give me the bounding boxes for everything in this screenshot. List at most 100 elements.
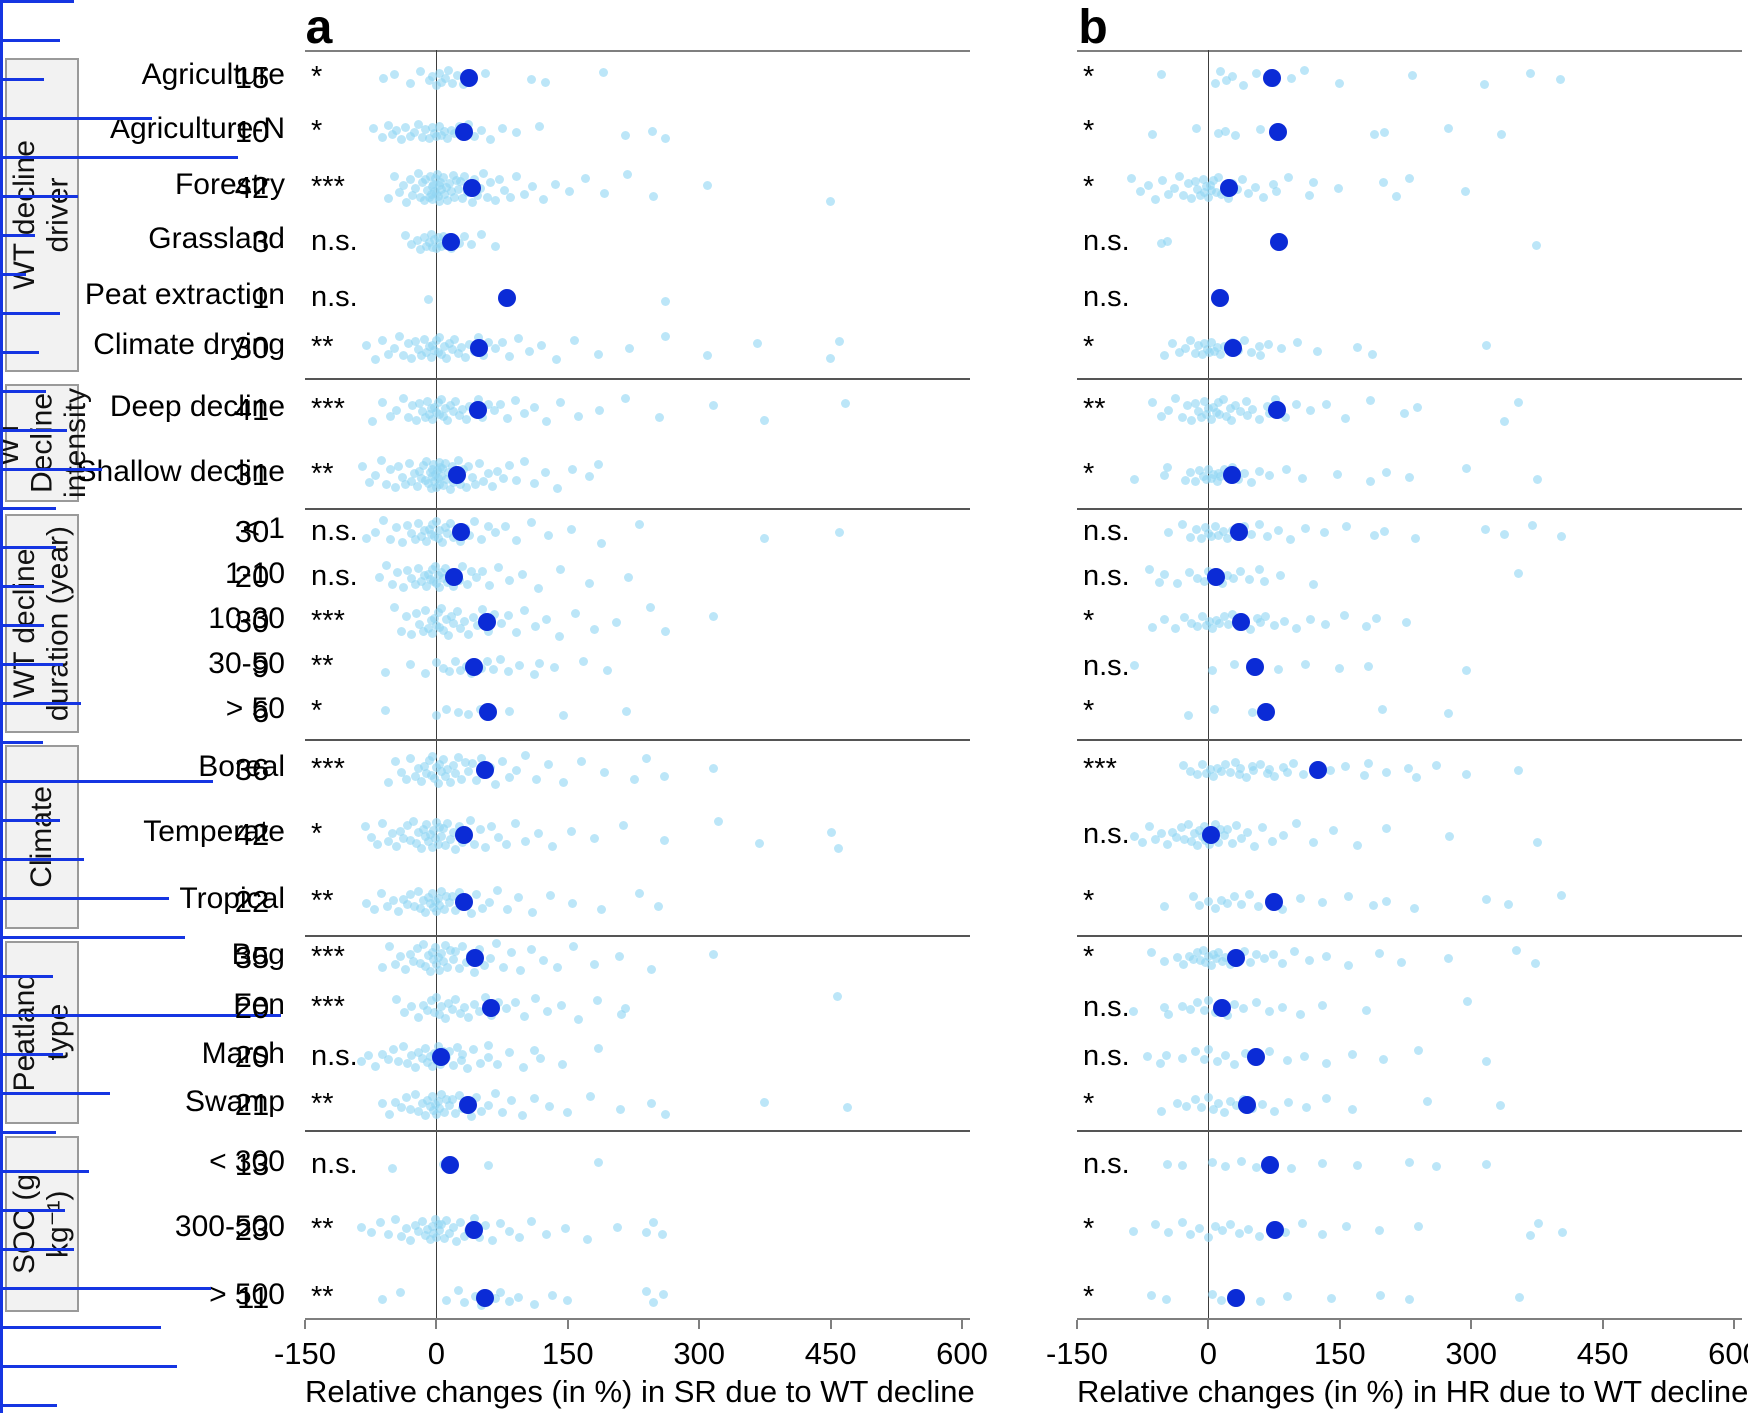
ci-error-bar bbox=[0, 1404, 57, 1407]
scatter-point bbox=[486, 134, 496, 144]
scatter-point bbox=[499, 473, 509, 483]
scatter-point bbox=[401, 122, 411, 132]
scatter-point bbox=[1504, 899, 1514, 909]
mean-point bbox=[481, 999, 500, 1017]
scatter-point bbox=[1268, 179, 1278, 189]
scatter-point bbox=[1300, 65, 1310, 75]
scatter-point bbox=[1236, 406, 1246, 416]
scatter-point bbox=[1319, 528, 1329, 538]
scatter-point bbox=[1234, 769, 1244, 779]
x-axis-tick bbox=[961, 1320, 963, 1329]
scatter-point bbox=[440, 841, 450, 850]
scatter-point bbox=[1284, 1098, 1294, 1108]
scatter-point bbox=[458, 562, 468, 572]
scatter-point bbox=[427, 1221, 437, 1231]
scatter-point bbox=[1217, 1295, 1227, 1305]
scatter-point bbox=[437, 394, 447, 404]
group-separator-line bbox=[1077, 508, 1742, 510]
scatter-point bbox=[431, 992, 441, 1002]
scatter-point bbox=[1183, 819, 1193, 829]
ci-cap-high bbox=[0, 957, 3, 975]
ci-cap-low bbox=[0, 1017, 3, 1035]
scatter-point bbox=[368, 123, 378, 133]
scatter-point bbox=[427, 123, 437, 133]
scatter-point bbox=[497, 124, 507, 134]
scatter-point bbox=[534, 583, 544, 593]
scatter-point bbox=[445, 777, 455, 787]
scatter-point bbox=[378, 819, 388, 829]
scatter-point bbox=[431, 561, 441, 571]
scatter-point bbox=[530, 478, 539, 488]
scatter-point bbox=[440, 772, 450, 782]
mean-point bbox=[1202, 826, 1221, 844]
scatter-point bbox=[1280, 412, 1290, 422]
scatter-point bbox=[424, 134, 434, 144]
scatter-point bbox=[552, 962, 562, 972]
scatter-point bbox=[1254, 1231, 1264, 1241]
scatter-point bbox=[415, 619, 425, 629]
scatter-point bbox=[451, 769, 461, 779]
scatter-point bbox=[1208, 665, 1218, 675]
scatter-point bbox=[401, 231, 411, 241]
scatter-point bbox=[558, 1059, 568, 1069]
scatter-point bbox=[483, 626, 493, 636]
scatter-point bbox=[1317, 1230, 1327, 1240]
scatter-point bbox=[451, 1108, 461, 1118]
ci-error-bar bbox=[0, 546, 57, 549]
scatter-point bbox=[1203, 404, 1213, 414]
significance-label: * bbox=[1083, 61, 1095, 93]
significance-label: n.s. bbox=[1083, 515, 1130, 547]
scatter-point bbox=[558, 710, 568, 720]
row-label: Agriculture bbox=[141, 58, 285, 91]
scatter-point bbox=[519, 409, 529, 419]
scatter-point bbox=[502, 413, 512, 423]
scatter-point bbox=[389, 69, 399, 79]
scatter-point bbox=[431, 960, 441, 970]
ci-cap-low bbox=[0, 42, 3, 60]
ci-error-bar bbox=[0, 273, 27, 276]
scatter-point bbox=[422, 820, 432, 829]
sample-size-label: 23 bbox=[234, 1212, 270, 1247]
significance-label: * bbox=[1083, 1281, 1095, 1313]
scatter-point bbox=[1151, 194, 1161, 204]
scatter-point bbox=[1372, 613, 1382, 623]
scatter-point bbox=[417, 350, 426, 360]
mean-point bbox=[478, 613, 497, 631]
scatter-point bbox=[1203, 896, 1213, 906]
scatter-point bbox=[1479, 80, 1489, 90]
group-box-0: WT decline driver bbox=[5, 58, 79, 372]
scatter-point bbox=[417, 1053, 427, 1063]
ci-error-bar bbox=[0, 312, 60, 315]
group-separator-line bbox=[305, 508, 970, 510]
x-tick-label: 150 bbox=[1313, 1336, 1366, 1371]
scatter-point bbox=[842, 1102, 852, 1112]
scatter-point bbox=[613, 1222, 623, 1232]
scatter-point bbox=[424, 237, 434, 247]
scatter-point bbox=[1352, 840, 1362, 850]
ci-cap-high bbox=[0, 645, 3, 663]
scatter-point bbox=[580, 173, 590, 183]
scatter-point bbox=[560, 1224, 570, 1234]
scatter-point bbox=[1210, 521, 1220, 531]
scatter-point bbox=[489, 406, 499, 416]
x-axis-tick bbox=[1601, 1320, 1604, 1329]
scatter-point bbox=[1219, 831, 1229, 841]
scatter-point bbox=[464, 629, 474, 639]
scatter-point bbox=[459, 232, 469, 242]
scatter-point bbox=[1352, 1160, 1362, 1170]
scatter-point bbox=[488, 665, 498, 675]
scatter-point bbox=[1189, 955, 1198, 965]
scatter-point bbox=[1217, 957, 1227, 967]
mean-point bbox=[465, 949, 484, 967]
scatter-point bbox=[1191, 124, 1201, 134]
scatter-point bbox=[420, 1230, 430, 1240]
scatter-point bbox=[416, 958, 426, 968]
scatter-point bbox=[398, 394, 408, 404]
ci-error-bar bbox=[0, 624, 44, 627]
ci-cap-high bbox=[0, 762, 3, 780]
scatter-point bbox=[1279, 830, 1289, 840]
scatter-point bbox=[1164, 1228, 1174, 1238]
scatter-point bbox=[383, 194, 393, 203]
scatter-point bbox=[1220, 126, 1230, 136]
scatter-point bbox=[438, 538, 448, 548]
